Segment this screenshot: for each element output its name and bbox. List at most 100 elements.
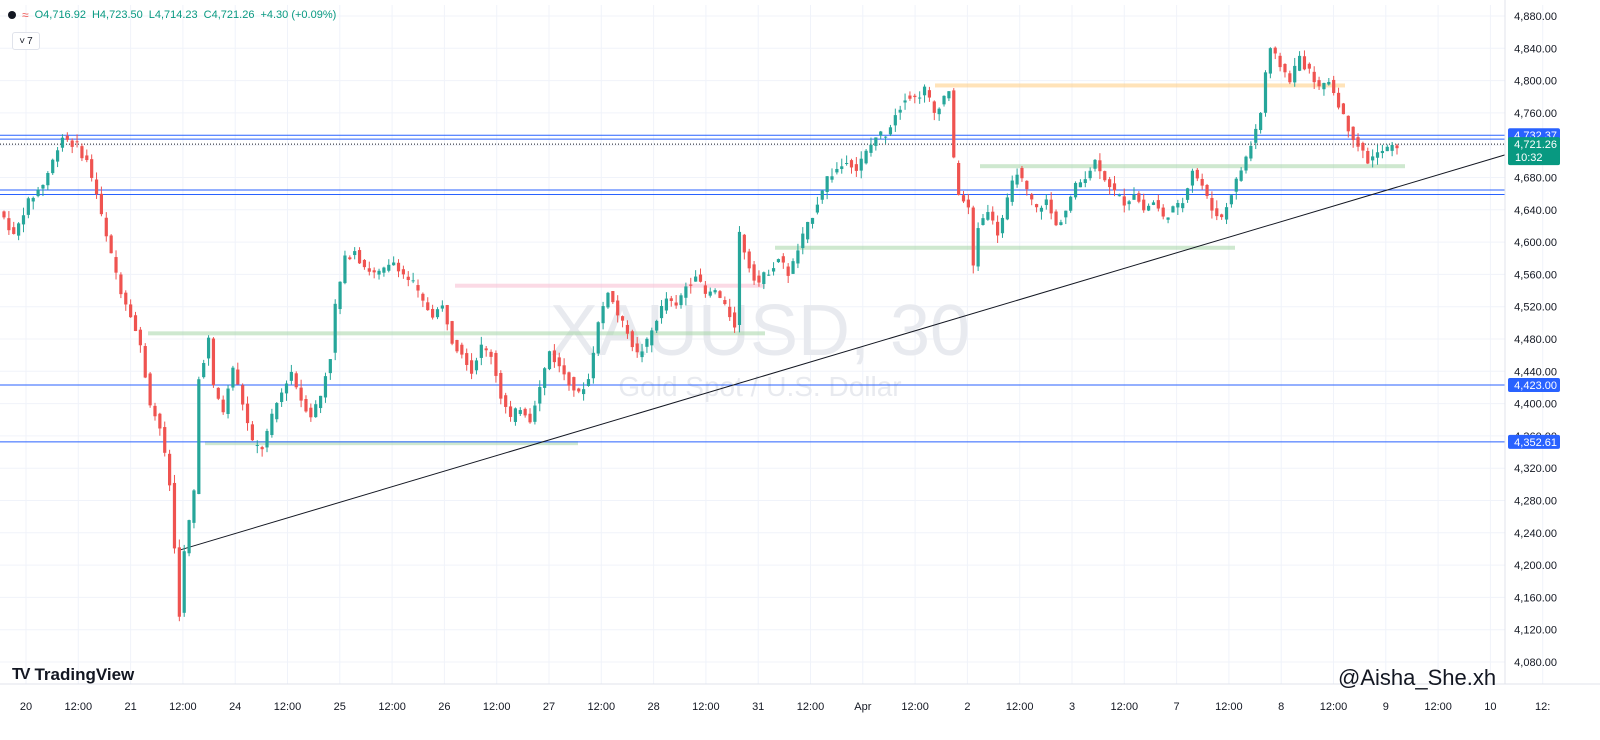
candle-body xyxy=(348,257,352,260)
candle-body xyxy=(1044,199,1048,206)
waves-icon[interactable]: ≈ xyxy=(22,8,29,22)
candle-body xyxy=(1181,203,1185,209)
candle-body xyxy=(1351,126,1355,141)
candle-body xyxy=(90,159,94,178)
candle-body xyxy=(216,387,220,399)
time-tick-label: 24 xyxy=(229,701,241,713)
tradingview-logo[interactable]: TV TradingView xyxy=(12,665,134,685)
candle-body xyxy=(367,268,371,272)
candle-body xyxy=(1244,156,1248,171)
candle-body xyxy=(1341,103,1346,115)
candle-body xyxy=(1380,150,1384,154)
candle-body xyxy=(70,140,74,147)
indicator-count: 7 xyxy=(27,35,33,47)
candle-body xyxy=(236,369,240,385)
level-price-badge xyxy=(1508,378,1560,393)
candle-body xyxy=(1293,65,1297,83)
candle-body xyxy=(46,173,50,186)
candle-body xyxy=(723,300,727,304)
candle-body xyxy=(908,95,912,99)
candle-body xyxy=(211,338,216,386)
candle-body xyxy=(815,204,819,213)
candle-body xyxy=(1239,170,1243,181)
candle-body xyxy=(961,195,966,202)
candle-body xyxy=(752,264,756,281)
ohlc-legend: ≈ O4,716.92 H4,723.50 L4,714.23 C4,721.2… xyxy=(8,8,336,22)
low-value: L4,714.23 xyxy=(148,9,198,21)
candle-body xyxy=(591,352,595,379)
candle-body xyxy=(474,360,479,371)
candle-body xyxy=(1375,152,1380,158)
candle-body xyxy=(957,163,961,196)
candle-body xyxy=(109,235,113,254)
candle-body xyxy=(382,267,386,273)
time-tick-label: 12:00 xyxy=(1215,701,1243,713)
price-tick-label: 4,120.00 xyxy=(1514,625,1557,637)
candle-body xyxy=(1254,128,1258,143)
time-tick-label: Apr xyxy=(854,701,871,713)
candle-body xyxy=(952,90,956,158)
candle-body xyxy=(645,338,649,347)
candle-body xyxy=(567,372,571,386)
candle-body xyxy=(1132,194,1136,200)
candle-body xyxy=(810,217,815,224)
candle-body xyxy=(1137,193,1141,202)
candle-body xyxy=(1030,194,1034,200)
trendline xyxy=(177,154,1506,552)
candle-body xyxy=(26,198,30,215)
candle-body xyxy=(51,159,55,174)
candle-body xyxy=(859,158,863,171)
candle-body xyxy=(874,137,878,146)
candle-body xyxy=(616,300,620,316)
trendline-layer[interactable] xyxy=(177,154,1506,552)
candle-body xyxy=(966,199,970,208)
candle-body xyxy=(7,218,11,231)
time-tick-label: 27 xyxy=(543,701,555,713)
candle-body xyxy=(830,176,834,180)
candle-body xyxy=(270,413,274,435)
watermark-symbol: XAUUSD, 30 xyxy=(550,291,970,371)
candle-body xyxy=(547,351,552,370)
candle-body xyxy=(1332,79,1336,94)
candle-body xyxy=(655,320,659,331)
candle-body xyxy=(986,212,990,220)
candle-body xyxy=(971,207,975,266)
candle-body xyxy=(601,306,605,324)
candle-body xyxy=(129,304,133,318)
candle-body xyxy=(596,322,600,354)
candle-body xyxy=(742,234,746,253)
candle-body xyxy=(1054,211,1058,226)
time-tick-label: 12:00 xyxy=(588,701,616,713)
time-tick-label: 12:00 xyxy=(1320,701,1348,713)
candle-body xyxy=(674,302,678,306)
current-price-label: 4,721.26 xyxy=(1514,139,1557,151)
tradingview-logo-icon: TV xyxy=(12,666,31,683)
candle-body xyxy=(1361,142,1365,151)
candle-body xyxy=(508,406,513,417)
candle-body xyxy=(172,482,177,549)
candle-body xyxy=(1307,63,1311,69)
candle-body xyxy=(1278,55,1282,68)
candle-body xyxy=(1185,188,1190,200)
time-axis[interactable]: 20 12:00 21 12:00 24 12:00 25 12:00 26 12:00 27 12:… xyxy=(0,683,1600,713)
candle-body xyxy=(991,211,995,221)
candle-body xyxy=(1220,214,1224,218)
candle-body xyxy=(1283,63,1287,73)
candle-body xyxy=(1346,115,1350,132)
close-value: C4,721.26 xyxy=(203,9,255,21)
candle-body xyxy=(406,276,410,281)
candle-body xyxy=(1010,180,1014,202)
candle-body xyxy=(445,305,449,325)
candle-body xyxy=(1297,55,1302,71)
candle-body xyxy=(840,166,844,169)
candle-body xyxy=(158,413,162,429)
indicators-toggle-button[interactable]: ˅ 7 xyxy=(12,32,40,50)
price-tick-label: 4,160.00 xyxy=(1514,592,1557,604)
candle-body xyxy=(294,373,298,388)
price-axis[interactable]: 4,880.004,840.004,800.004,760.004,720.00… xyxy=(1504,0,1557,684)
candle-body xyxy=(1205,185,1209,196)
candle-body xyxy=(65,135,69,140)
candle-body xyxy=(1005,197,1009,220)
